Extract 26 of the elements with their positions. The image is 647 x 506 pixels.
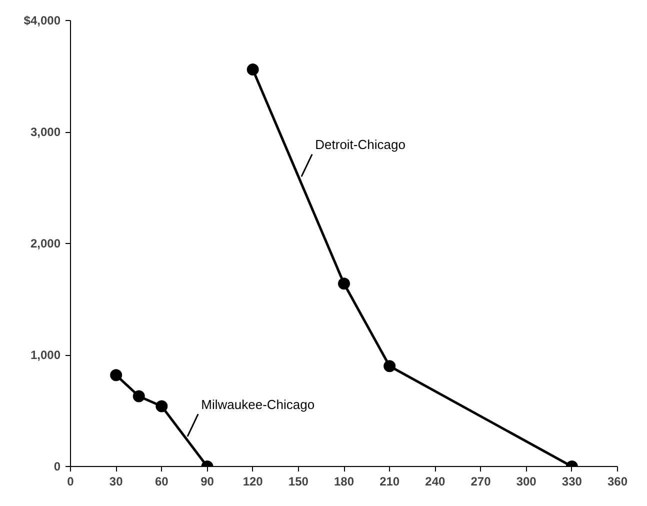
annotation: Detroit-Chicago	[315, 137, 406, 152]
point	[338, 278, 350, 290]
point	[246, 64, 259, 76]
y-tick-label: 2,000	[30, 236, 61, 250]
y-tick-label: $4,000	[24, 14, 61, 28]
x-tick-label: 150	[288, 474, 309, 488]
x-tick-label: 120	[242, 474, 264, 488]
y-tick-label: 0	[54, 460, 61, 474]
x-tick-label: 60	[154, 474, 169, 488]
annotation: Milwaukee-Chicago	[201, 396, 315, 412]
point	[110, 369, 122, 382]
x-tick-label: 300	[516, 474, 537, 488]
x-tick-label: 90	[200, 474, 214, 488]
x-tick-label: 210	[380, 474, 400, 488]
x-tick-label: 240	[425, 474, 446, 488]
point	[156, 400, 168, 412]
x-tick-label: 270	[470, 474, 492, 488]
point	[132, 390, 145, 402]
x-tick-label: 360	[607, 474, 628, 488]
y-tick-label: 3,000	[30, 125, 61, 139]
x-tick-label: 330	[562, 474, 582, 488]
y-tick-label: 1,000	[30, 348, 61, 362]
x-tick-label: 180	[334, 474, 354, 488]
x-tick-label: 0	[67, 474, 74, 488]
point	[384, 360, 396, 372]
x-tick-label: 30	[109, 474, 124, 488]
